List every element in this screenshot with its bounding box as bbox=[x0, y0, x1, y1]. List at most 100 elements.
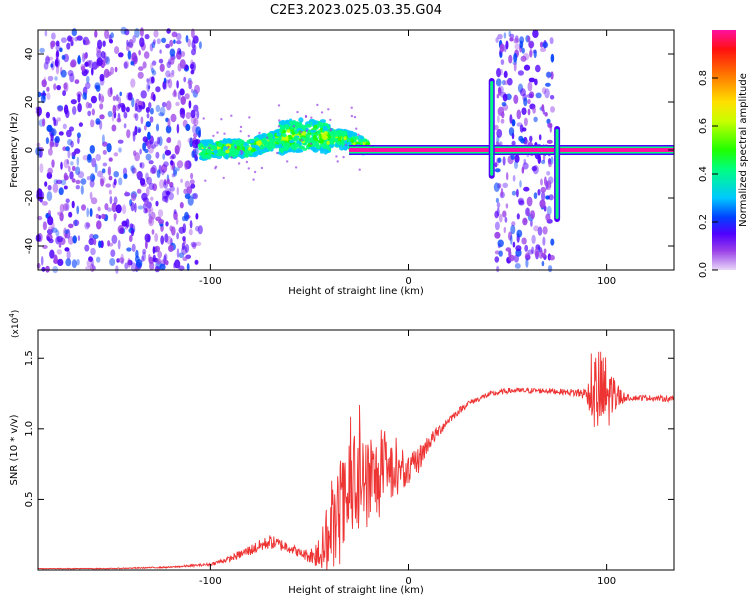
noise-blob bbox=[531, 234, 536, 244]
noise-blob bbox=[84, 244, 90, 252]
transition-blob bbox=[297, 149, 304, 153]
noise-blob bbox=[131, 192, 137, 202]
noise-blob bbox=[182, 223, 187, 234]
noise-blob bbox=[159, 179, 165, 189]
transition-blob bbox=[282, 145, 289, 152]
noise-blob bbox=[115, 204, 122, 214]
noise-blob bbox=[162, 153, 166, 160]
noise-blob bbox=[170, 113, 177, 123]
noise-blob bbox=[48, 209, 51, 216]
noise-blob bbox=[36, 262, 41, 269]
noise-blob bbox=[539, 47, 547, 53]
transition-speck bbox=[327, 108, 330, 111]
noise-blob bbox=[548, 161, 552, 168]
noise-blob bbox=[497, 87, 502, 96]
noise-blob bbox=[534, 247, 539, 257]
noise-blob bbox=[177, 91, 181, 101]
transition-blob bbox=[267, 145, 273, 151]
noise-blob bbox=[111, 234, 118, 244]
snr-frame bbox=[37, 329, 675, 571]
noise-blob bbox=[51, 227, 58, 233]
noise-blob bbox=[87, 110, 92, 117]
noise-blob bbox=[140, 90, 147, 99]
noise-blob bbox=[69, 73, 75, 83]
transition-blob bbox=[293, 129, 297, 133]
noise-blob bbox=[50, 40, 56, 48]
noise-blob bbox=[146, 176, 153, 185]
noise-blob bbox=[526, 93, 534, 99]
noise-blob bbox=[498, 213, 503, 223]
noise-blob bbox=[138, 49, 141, 56]
tone-line bbox=[349, 148, 674, 152]
noise-blob bbox=[89, 145, 96, 154]
noise-blob bbox=[538, 134, 542, 141]
noise-blob bbox=[49, 249, 55, 259]
noise-blob bbox=[523, 97, 528, 107]
transition-blob bbox=[228, 139, 233, 144]
noise-blob bbox=[65, 146, 70, 152]
noise-blob bbox=[529, 91, 535, 99]
transition-blob bbox=[352, 132, 358, 137]
noise-blob bbox=[41, 118, 46, 127]
noise-blob bbox=[163, 180, 169, 189]
noise-blob bbox=[84, 69, 90, 74]
noise-blob bbox=[523, 186, 530, 192]
snr-y-tick-label: 1.0 bbox=[24, 421, 35, 437]
noise-blob bbox=[55, 40, 60, 47]
noise-blob bbox=[143, 208, 148, 214]
noise-blob bbox=[516, 109, 522, 120]
noise-blob bbox=[106, 143, 112, 153]
noise-blob bbox=[125, 190, 128, 197]
noise-blob bbox=[46, 191, 53, 202]
transition-blob bbox=[201, 139, 206, 146]
noise-blob bbox=[541, 159, 546, 165]
transition-speck bbox=[355, 127, 358, 130]
noise-blob bbox=[546, 171, 551, 176]
transition-speck bbox=[212, 134, 215, 138]
noise-blob bbox=[537, 154, 542, 165]
noise-blob bbox=[123, 111, 128, 119]
noise-blob bbox=[131, 167, 137, 174]
noise-blob bbox=[495, 197, 499, 203]
transition-speck bbox=[223, 132, 226, 135]
transition-blob bbox=[329, 141, 334, 145]
noise-blob bbox=[36, 106, 42, 116]
noise-blob bbox=[117, 239, 121, 250]
noise-blob bbox=[519, 180, 522, 188]
noise-blob bbox=[174, 145, 180, 155]
noise-blob bbox=[105, 183, 112, 188]
transition-speck bbox=[300, 139, 303, 142]
noise-blob bbox=[546, 139, 553, 144]
transition-blob bbox=[254, 137, 259, 142]
noise-blob bbox=[164, 233, 169, 243]
noise-blob bbox=[53, 138, 58, 143]
transition-speck bbox=[260, 166, 264, 170]
transition-speck bbox=[222, 176, 225, 180]
noise-blob bbox=[166, 28, 171, 34]
noise-blob bbox=[96, 256, 101, 263]
noise-blob bbox=[54, 58, 59, 67]
noise-blob bbox=[60, 179, 67, 186]
noise-blob bbox=[118, 147, 122, 153]
noise-blob bbox=[543, 248, 547, 254]
noise-blob bbox=[77, 102, 82, 113]
noise-blob bbox=[64, 232, 68, 239]
noise-blob bbox=[155, 86, 161, 93]
noise-blob bbox=[176, 32, 182, 41]
noise-blob bbox=[64, 229, 69, 235]
noise-blob bbox=[90, 95, 97, 104]
noise-blob bbox=[519, 88, 526, 97]
noise-blob bbox=[500, 68, 503, 76]
noise-blob bbox=[67, 149, 71, 159]
noise-blob bbox=[133, 113, 137, 119]
noise-blob bbox=[101, 168, 106, 174]
noise-blob bbox=[502, 182, 509, 188]
noise-blob bbox=[547, 122, 553, 128]
noise-blob bbox=[550, 238, 555, 246]
noise-blob bbox=[184, 160, 189, 170]
noise-blob bbox=[521, 237, 527, 245]
noise-blob bbox=[193, 133, 198, 138]
transition-blob bbox=[310, 129, 317, 133]
transition-speck bbox=[286, 160, 289, 163]
noise-blob bbox=[523, 64, 531, 71]
